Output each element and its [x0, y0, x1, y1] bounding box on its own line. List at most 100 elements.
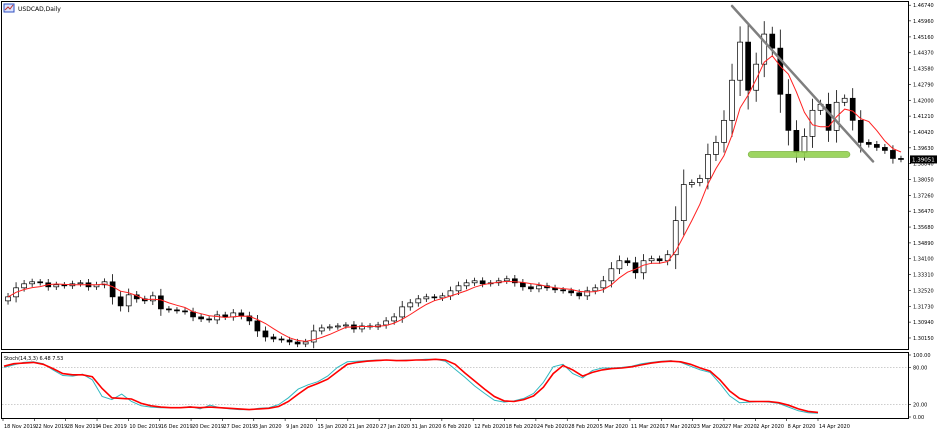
time-tick-label: 11 Mar 2020: [631, 424, 663, 430]
candle: [29, 278, 36, 287]
bull-candle-body: [536, 285, 542, 290]
descending-trendline[interactable]: [730, 4, 875, 163]
candle: [198, 313, 204, 323]
bull-candle-body: [125, 294, 132, 307]
candle: [174, 307, 180, 314]
bull-candle-body: [53, 284, 60, 288]
candle: [841, 94, 848, 107]
candle: [326, 324, 333, 331]
price-tick-label: 1.30150: [913, 336, 934, 342]
price-tick-label: 1.33310: [913, 273, 934, 279]
candle: [616, 255, 623, 274]
price-tick-label: 1.36470: [913, 209, 934, 215]
candle: [584, 286, 591, 301]
price-tick-label: 1.34890: [913, 241, 934, 247]
time-tick-label: 2 Apr 2020: [756, 424, 784, 430]
bear-candle-body: [528, 286, 534, 290]
bull-candle-body: [407, 302, 414, 308]
chart-window-icon: [3, 3, 15, 13]
price-tick-label: 1.45960: [913, 19, 934, 25]
candle: [785, 79, 792, 146]
candle: [254, 315, 261, 337]
time-tick-label: 9 Jan 2020: [286, 424, 313, 430]
bear-candle-body: [568, 290, 574, 294]
bull-candle-body: [713, 142, 719, 155]
stoch-tick-label: 0.00: [913, 415, 924, 421]
candle: [898, 155, 904, 163]
candle: [648, 255, 655, 264]
time-tick-label: 10 Dec 2019: [129, 424, 161, 430]
time-tick-label: 8 Apr 2020: [788, 424, 816, 430]
bull-candle-body: [761, 33, 768, 65]
candle: [624, 257, 631, 266]
bull-candle-body: [841, 97, 848, 103]
bull-candle-body: [423, 296, 430, 300]
bull-candle-body: [335, 325, 341, 328]
stoch-tick-label: 20.00: [913, 403, 927, 409]
candle: [335, 323, 341, 330]
bull-candle-body: [343, 324, 349, 327]
candle: [463, 279, 470, 290]
candle: [439, 292, 446, 301]
bull-candle-body: [455, 285, 462, 292]
stoch-tick-label: 100.00: [913, 353, 931, 359]
time-tick-label: 28 Nov 2019: [67, 424, 99, 430]
price-tick-label: 1.39630: [913, 146, 934, 152]
bear-candle-body: [254, 320, 261, 332]
time-tick-label: 27 Mar 2020: [725, 424, 757, 430]
time-tick-label: 22 Nov 2019: [35, 424, 67, 430]
current-price-marker: 1.39051: [910, 155, 937, 164]
support-zone[interactable]: [747, 151, 851, 158]
bear-candle-body: [825, 103, 832, 131]
price-tick-label: 1.45160: [913, 35, 934, 41]
bear-candle-body: [182, 310, 188, 313]
bear-candle-body: [777, 47, 784, 95]
candle: [608, 262, 615, 288]
bull-candle-body: [214, 314, 221, 321]
candle: [117, 291, 124, 312]
price-tick-label: 1.41210: [913, 114, 934, 120]
candle: [77, 280, 84, 287]
bull-candle-body: [5, 296, 11, 302]
candle: [705, 143, 711, 190]
bear-candle-body: [520, 282, 526, 288]
candle: [158, 288, 164, 316]
candle: [423, 293, 430, 302]
bear-candle-body: [656, 258, 663, 262]
bull-candle-body: [801, 136, 808, 153]
bull-candle-body: [640, 260, 647, 274]
bear-candle-body: [238, 312, 245, 317]
bear-candle-body: [511, 278, 518, 284]
bull-candle-body: [383, 320, 389, 326]
time-tick-label: 15 Jan 2020: [317, 424, 347, 430]
candle: [713, 135, 719, 162]
bull-candle-body: [310, 330, 317, 343]
stoch-tick-label: 80.00: [913, 365, 927, 371]
price-tick-label: 1.38840: [913, 162, 934, 168]
candle: [359, 322, 365, 333]
indicator-pane-frame: [1, 352, 909, 419]
bear-candle-body: [206, 318, 212, 321]
price-tick-label: 1.30940: [913, 320, 934, 326]
bull-candle-body: [439, 295, 446, 299]
bear-candle-body: [158, 295, 164, 310]
stoch-signal-line: [3, 358, 819, 414]
candle: [528, 283, 534, 292]
bull-candle-body: [729, 79, 735, 121]
candle: [809, 98, 816, 148]
time-tick-label: 24 Feb 2020: [537, 424, 568, 430]
bear-candle-body: [560, 289, 566, 292]
current-price-label: 1.39051: [912, 157, 935, 163]
time-tick-label: 27 Jan 2020: [380, 424, 410, 430]
bull-candle-body: [391, 316, 398, 322]
candle: [318, 324, 325, 335]
bear-candle-body: [785, 93, 792, 131]
stochastic-axis: 100.00 80.00 20.00 0.00: [908, 353, 931, 421]
bull-candle-body: [705, 154, 711, 179]
price-tick-label: 1.35680: [913, 225, 934, 231]
bear-candle-body: [576, 292, 583, 297]
time-tick-label: 21 Jan 2020: [349, 424, 379, 430]
